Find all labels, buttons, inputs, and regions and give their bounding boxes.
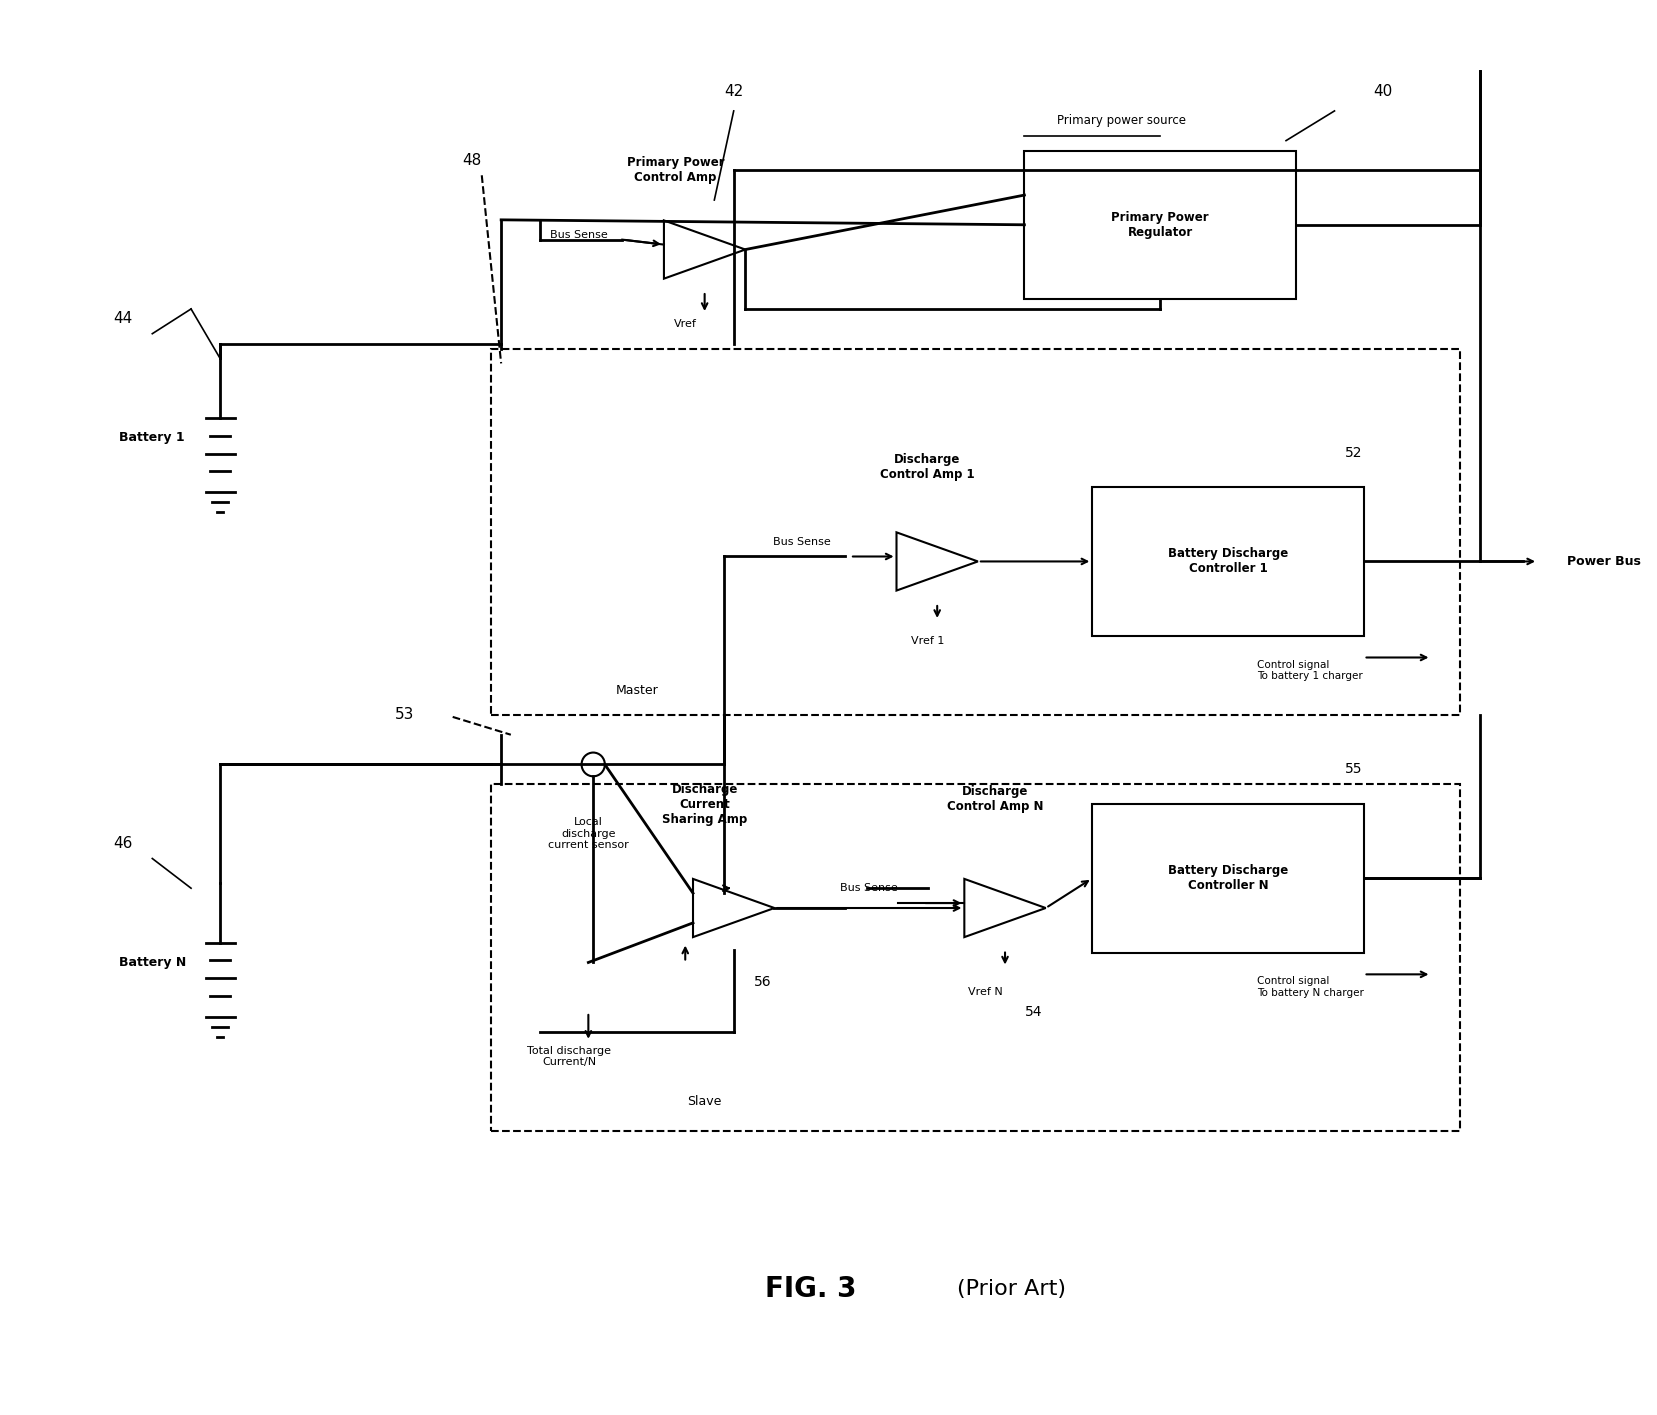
Text: 53: 53	[394, 708, 414, 723]
Text: FIG. 3: FIG. 3	[766, 1275, 857, 1303]
Text: 46: 46	[114, 836, 133, 852]
Bar	[492, 784, 1460, 1131]
Text: Primary Power
Regulator: Primary Power Regulator	[1112, 211, 1210, 239]
Text: Battery Discharge
Controller N: Battery Discharge Controller N	[1168, 865, 1287, 893]
Bar	[492, 348, 1460, 715]
Text: 52: 52	[1345, 446, 1362, 460]
Text: 54: 54	[1026, 1005, 1042, 1019]
Text: Battery N: Battery N	[119, 957, 186, 969]
Text: 44: 44	[114, 311, 133, 327]
Text: Bus Sense: Bus Sense	[772, 536, 830, 546]
Text: Primary power source: Primary power source	[1057, 115, 1186, 127]
Text: Vref N: Vref N	[968, 988, 1002, 998]
Text: Battery Discharge
Controller 1: Battery Discharge Controller 1	[1168, 548, 1287, 576]
Text: Control signal
To battery 1 charger: Control signal To battery 1 charger	[1258, 659, 1362, 681]
Text: 48: 48	[462, 153, 482, 168]
Text: Total discharge
Current/N: Total discharge Current/N	[527, 1046, 611, 1067]
Bar	[1092, 804, 1364, 952]
Text: Battery 1: Battery 1	[119, 432, 186, 444]
Text: 40: 40	[1374, 83, 1392, 99]
Text: 56: 56	[754, 975, 772, 989]
Text: Vref 1: Vref 1	[911, 635, 944, 645]
Bar	[1092, 487, 1364, 635]
Text: (Prior Art): (Prior Art)	[956, 1279, 1065, 1299]
Text: Discharge
Current
Sharing Amp: Discharge Current Sharing Amp	[663, 782, 747, 825]
Text: Bus Sense: Bus Sense	[550, 229, 608, 239]
Text: Power Bus: Power Bus	[1568, 555, 1640, 567]
Text: 42: 42	[724, 83, 744, 99]
Text: Bus Sense: Bus Sense	[840, 883, 898, 893]
Text: Slave: Slave	[688, 1095, 722, 1108]
Bar	[1024, 150, 1296, 299]
Text: Primary Power
Control Amp: Primary Power Control Amp	[626, 156, 724, 184]
Text: Local
discharge
current sensor: Local discharge current sensor	[548, 816, 628, 850]
Text: 55: 55	[1345, 763, 1362, 777]
Text: Master: Master	[615, 683, 658, 696]
Text: Discharge
Control Amp 1: Discharge Control Amp 1	[880, 453, 974, 481]
Text: Discharge
Control Amp N: Discharge Control Amp N	[948, 785, 1044, 814]
Text: Control signal
To battery N charger: Control signal To battery N charger	[1258, 976, 1364, 998]
Text: Vref: Vref	[674, 318, 696, 328]
